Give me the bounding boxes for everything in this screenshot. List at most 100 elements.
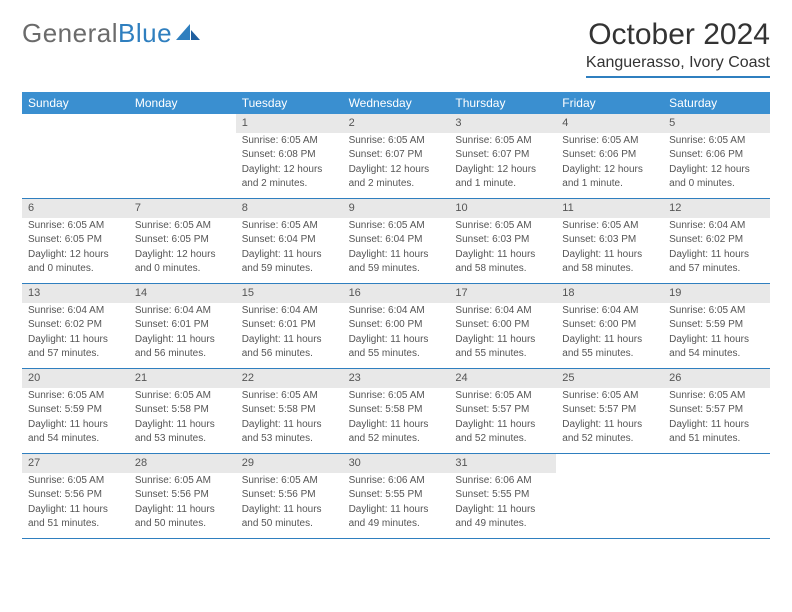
day-cell: 11Sunrise: 6:05 AMSunset: 6:03 PMDayligh… xyxy=(556,199,663,283)
empty-day xyxy=(22,114,129,133)
day-number: 20 xyxy=(22,369,129,388)
day-content: Sunrise: 6:05 AMSunset: 6:07 PMDaylight:… xyxy=(449,134,556,195)
day-content: Sunrise: 6:05 AMSunset: 6:05 PMDaylight:… xyxy=(22,219,129,280)
day2-text: and 0 minutes. xyxy=(135,262,230,276)
day-cell: 26Sunrise: 6:05 AMSunset: 5:57 PMDayligh… xyxy=(663,369,770,453)
day-cell: 22Sunrise: 6:05 AMSunset: 5:58 PMDayligh… xyxy=(236,369,343,453)
day-content: Sunrise: 6:04 AMSunset: 6:00 PMDaylight:… xyxy=(556,304,663,365)
day-content: Sunrise: 6:05 AMSunset: 5:57 PMDaylight:… xyxy=(663,389,770,450)
dayname: Saturday xyxy=(663,92,770,114)
day-cell: 18Sunrise: 6:04 AMSunset: 6:00 PMDayligh… xyxy=(556,284,663,368)
day-number: 27 xyxy=(22,454,129,473)
day2-text: and 58 minutes. xyxy=(562,262,657,276)
day-number: 16 xyxy=(343,284,450,303)
day-content: Sunrise: 6:06 AMSunset: 5:55 PMDaylight:… xyxy=(449,474,556,535)
day2-text: and 51 minutes. xyxy=(28,517,123,531)
sunset-text: Sunset: 6:07 PM xyxy=(455,148,550,162)
day-number: 13 xyxy=(22,284,129,303)
day-number: 9 xyxy=(343,199,450,218)
week-row: 13Sunrise: 6:04 AMSunset: 6:02 PMDayligh… xyxy=(22,284,770,369)
day-content: Sunrise: 6:05 AMSunset: 6:07 PMDaylight:… xyxy=(343,134,450,195)
day-content: Sunrise: 6:05 AMSunset: 6:03 PMDaylight:… xyxy=(556,219,663,280)
sunset-text: Sunset: 5:56 PM xyxy=(135,488,230,502)
day-cell: 9Sunrise: 6:05 AMSunset: 6:04 PMDaylight… xyxy=(343,199,450,283)
logo: GeneralBlue xyxy=(22,18,202,49)
sunset-text: Sunset: 5:58 PM xyxy=(242,403,337,417)
day-number: 23 xyxy=(343,369,450,388)
sunset-text: Sunset: 6:02 PM xyxy=(28,318,123,332)
day-number: 4 xyxy=(556,114,663,133)
day2-text: and 55 minutes. xyxy=(349,347,444,361)
dayname: Wednesday xyxy=(343,92,450,114)
day-content: Sunrise: 6:05 AMSunset: 6:06 PMDaylight:… xyxy=(556,134,663,195)
sunset-text: Sunset: 6:08 PM xyxy=(242,148,337,162)
day-content: Sunrise: 6:05 AMSunset: 5:57 PMDaylight:… xyxy=(449,389,556,450)
day1-text: Daylight: 11 hours xyxy=(135,418,230,432)
dayname: Tuesday xyxy=(236,92,343,114)
day1-text: Daylight: 11 hours xyxy=(349,503,444,517)
sunrise-text: Sunrise: 6:05 AM xyxy=(455,389,550,403)
day1-text: Daylight: 11 hours xyxy=(669,418,764,432)
sunset-text: Sunset: 5:58 PM xyxy=(349,403,444,417)
sunset-text: Sunset: 5:57 PM xyxy=(669,403,764,417)
sunset-text: Sunset: 6:06 PM xyxy=(669,148,764,162)
header: GeneralBlue October 2024 Kanguerasso, Iv… xyxy=(22,18,770,78)
month-title: October 2024 xyxy=(586,18,770,52)
day-cell xyxy=(22,114,129,198)
sunset-text: Sunset: 6:00 PM xyxy=(455,318,550,332)
sunrise-text: Sunrise: 6:05 AM xyxy=(455,134,550,148)
day-content: Sunrise: 6:05 AMSunset: 6:04 PMDaylight:… xyxy=(236,219,343,280)
sunrise-text: Sunrise: 6:04 AM xyxy=(135,304,230,318)
sunset-text: Sunset: 6:04 PM xyxy=(242,233,337,247)
sunset-text: Sunset: 6:03 PM xyxy=(562,233,657,247)
day-cell: 25Sunrise: 6:05 AMSunset: 5:57 PMDayligh… xyxy=(556,369,663,453)
day-content: Sunrise: 6:05 AMSunset: 5:59 PMDaylight:… xyxy=(22,389,129,450)
logo-sail-icon xyxy=(176,18,202,49)
day-cell: 1Sunrise: 6:05 AMSunset: 6:08 PMDaylight… xyxy=(236,114,343,198)
day2-text: and 53 minutes. xyxy=(135,432,230,446)
day1-text: Daylight: 12 hours xyxy=(135,248,230,262)
sunset-text: Sunset: 5:55 PM xyxy=(455,488,550,502)
day-cell xyxy=(129,114,236,198)
logo-text-blue: Blue xyxy=(118,18,172,49)
dayname: Friday xyxy=(556,92,663,114)
day1-text: Daylight: 11 hours xyxy=(349,333,444,347)
sunrise-text: Sunrise: 6:05 AM xyxy=(135,474,230,488)
sunrise-text: Sunrise: 6:05 AM xyxy=(562,389,657,403)
day2-text: and 2 minutes. xyxy=(349,177,444,191)
dayname: Sunday xyxy=(22,92,129,114)
sunrise-text: Sunrise: 6:05 AM xyxy=(242,134,337,148)
day1-text: Daylight: 11 hours xyxy=(455,333,550,347)
day2-text: and 53 minutes. xyxy=(242,432,337,446)
sunrise-text: Sunrise: 6:05 AM xyxy=(455,219,550,233)
sunset-text: Sunset: 5:57 PM xyxy=(562,403,657,417)
day-number: 2 xyxy=(343,114,450,133)
day1-text: Daylight: 12 hours xyxy=(455,163,550,177)
day1-text: Daylight: 12 hours xyxy=(349,163,444,177)
sunset-text: Sunset: 6:00 PM xyxy=(562,318,657,332)
day-number: 28 xyxy=(129,454,236,473)
sunrise-text: Sunrise: 6:05 AM xyxy=(28,219,123,233)
day2-text: and 57 minutes. xyxy=(669,262,764,276)
sunrise-text: Sunrise: 6:05 AM xyxy=(242,219,337,233)
sunrise-text: Sunrise: 6:06 AM xyxy=(349,474,444,488)
day2-text: and 49 minutes. xyxy=(455,517,550,531)
sunrise-text: Sunrise: 6:05 AM xyxy=(669,304,764,318)
day-cell: 3Sunrise: 6:05 AMSunset: 6:07 PMDaylight… xyxy=(449,114,556,198)
day1-text: Daylight: 11 hours xyxy=(135,503,230,517)
day-cell: 12Sunrise: 6:04 AMSunset: 6:02 PMDayligh… xyxy=(663,199,770,283)
day1-text: Daylight: 11 hours xyxy=(28,333,123,347)
day-content: Sunrise: 6:05 AMSunset: 6:05 PMDaylight:… xyxy=(129,219,236,280)
sunset-text: Sunset: 5:56 PM xyxy=(242,488,337,502)
day2-text: and 0 minutes. xyxy=(669,177,764,191)
day2-text: and 59 minutes. xyxy=(242,262,337,276)
day-number: 30 xyxy=(343,454,450,473)
day-cell: 21Sunrise: 6:05 AMSunset: 5:58 PMDayligh… xyxy=(129,369,236,453)
dayname: Monday xyxy=(129,92,236,114)
dayname-row: SundayMondayTuesdayWednesdayThursdayFrid… xyxy=(22,92,770,114)
day-number: 17 xyxy=(449,284,556,303)
day1-text: Daylight: 11 hours xyxy=(349,248,444,262)
sunrise-text: Sunrise: 6:05 AM xyxy=(349,389,444,403)
title-block: October 2024 Kanguerasso, Ivory Coast xyxy=(586,18,770,78)
day-content: Sunrise: 6:05 AMSunset: 5:58 PMDaylight:… xyxy=(343,389,450,450)
